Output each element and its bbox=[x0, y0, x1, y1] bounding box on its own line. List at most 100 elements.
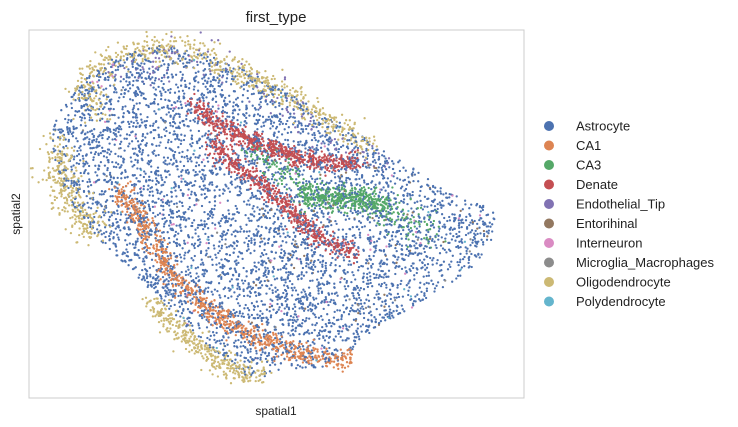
scatter-point bbox=[379, 162, 382, 166]
scatter-point bbox=[258, 314, 262, 317]
scatter-point bbox=[54, 128, 57, 131]
scatter-point bbox=[107, 136, 111, 139]
scatter-point bbox=[174, 283, 177, 286]
scatter-point bbox=[64, 173, 67, 176]
scatter-point bbox=[152, 283, 155, 286]
scatter-point bbox=[393, 223, 396, 226]
scatter-point bbox=[138, 53, 141, 56]
scatter-point bbox=[285, 191, 288, 195]
scatter-point bbox=[396, 215, 400, 218]
scatter-point bbox=[287, 143, 290, 146]
scatter-point bbox=[92, 158, 95, 162]
scatter-point bbox=[167, 111, 171, 114]
scatter-point bbox=[53, 144, 56, 148]
scatter-point bbox=[229, 181, 232, 185]
scatter-point bbox=[336, 309, 339, 312]
scatter-point bbox=[270, 371, 273, 375]
scatter-point bbox=[370, 314, 373, 317]
scatter-point bbox=[357, 265, 361, 269]
scatter-point bbox=[58, 150, 62, 153]
scatter-point bbox=[250, 239, 253, 242]
scatter-point bbox=[207, 213, 210, 216]
scatter-point bbox=[163, 303, 166, 306]
scatter-point bbox=[120, 92, 123, 96]
scatter-point bbox=[227, 212, 231, 215]
scatter-point bbox=[253, 261, 256, 264]
scatter-point bbox=[159, 295, 163, 298]
scatter-point bbox=[310, 234, 313, 237]
scatter-point bbox=[110, 188, 114, 191]
scatter-point bbox=[197, 129, 201, 133]
scatter-point bbox=[70, 194, 73, 197]
scatter-point bbox=[99, 203, 102, 206]
scatter-point bbox=[136, 159, 139, 162]
scatter-point bbox=[210, 207, 214, 211]
scatter-point bbox=[201, 331, 204, 334]
scatter-point bbox=[315, 166, 318, 169]
scatter-point bbox=[89, 59, 92, 63]
scatter-point bbox=[248, 70, 251, 73]
scatter-point bbox=[206, 238, 209, 241]
scatter-point bbox=[284, 138, 287, 142]
scatter-point bbox=[295, 164, 298, 167]
scatter-point bbox=[154, 259, 157, 262]
scatter-point bbox=[211, 293, 214, 296]
scatter-point bbox=[160, 92, 163, 95]
scatter-point bbox=[246, 335, 249, 339]
scatter-point bbox=[272, 154, 276, 157]
scatter-point bbox=[183, 239, 186, 242]
scatter-point bbox=[222, 373, 226, 376]
scatter-point bbox=[427, 230, 430, 234]
scatter-point bbox=[193, 149, 196, 152]
scatter-point bbox=[76, 201, 80, 204]
scatter-point bbox=[234, 229, 237, 232]
scatter-point bbox=[185, 218, 188, 221]
scatter-point bbox=[143, 170, 146, 173]
scatter-point bbox=[344, 299, 348, 302]
scatter-point bbox=[288, 101, 292, 104]
scatter-point bbox=[394, 266, 397, 269]
scatter-point bbox=[429, 235, 432, 238]
scatter-point bbox=[314, 315, 317, 319]
scatter-point bbox=[220, 238, 224, 241]
scatter-point bbox=[449, 265, 452, 269]
scatter-point bbox=[144, 296, 148, 299]
scatter-point bbox=[252, 280, 255, 284]
scatter-point bbox=[356, 212, 360, 215]
scatter-point bbox=[186, 300, 190, 303]
scatter-point bbox=[291, 328, 295, 331]
scatter-point bbox=[178, 320, 181, 323]
scatter-point bbox=[257, 89, 260, 92]
scatter-point bbox=[128, 133, 131, 137]
scatter-point bbox=[313, 342, 316, 345]
scatter-point bbox=[429, 220, 433, 224]
scatter-point bbox=[145, 119, 148, 123]
scatter-point bbox=[91, 119, 94, 122]
scatter-point bbox=[411, 302, 415, 305]
scatter-point bbox=[117, 155, 120, 158]
scatter-point bbox=[208, 114, 211, 117]
scatter-point bbox=[117, 130, 120, 134]
scatter-point bbox=[215, 68, 219, 71]
scatter-point bbox=[324, 264, 327, 267]
scatter-point bbox=[63, 210, 66, 213]
scatter-point bbox=[195, 344, 198, 347]
scatter-point bbox=[195, 161, 198, 164]
scatter-point bbox=[271, 100, 274, 103]
scatter-point bbox=[332, 366, 335, 369]
scatter-point bbox=[286, 352, 289, 355]
scatter-point bbox=[300, 291, 303, 294]
scatter-point bbox=[295, 359, 298, 362]
scatter-point bbox=[262, 140, 265, 143]
scatter-point bbox=[135, 102, 138, 105]
scatter-point bbox=[358, 338, 361, 341]
scatter-point bbox=[316, 350, 319, 353]
scatter-point bbox=[463, 199, 467, 202]
scatter-point bbox=[457, 224, 461, 227]
scatter-point bbox=[473, 232, 476, 235]
scatter-point bbox=[306, 246, 309, 250]
scatter-point bbox=[87, 164, 91, 168]
scatter-point bbox=[334, 335, 337, 338]
scatter-point bbox=[298, 307, 301, 310]
scatter-point bbox=[304, 102, 308, 105]
